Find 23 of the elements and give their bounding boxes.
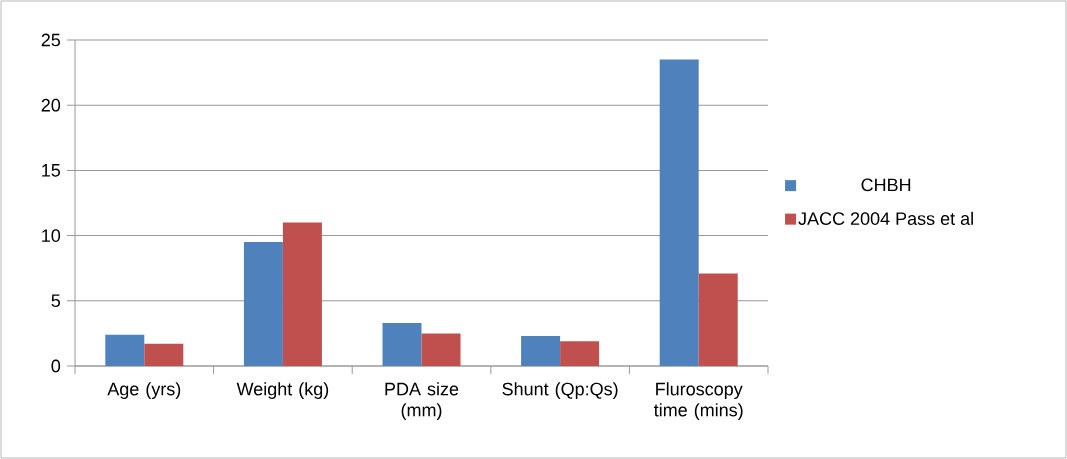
- bar: [105, 334, 145, 366]
- y-tick-label: 15: [42, 164, 61, 177]
- bar: [659, 59, 699, 366]
- bar: [144, 343, 184, 366]
- legend-label: JACC 2004 Pass et al: [798, 211, 973, 225]
- y-tick-label: 10: [42, 229, 61, 242]
- y-tick-label: 25: [41, 33, 61, 47]
- bar: [560, 341, 600, 366]
- y-tick-label: 5: [51, 294, 61, 308]
- bar: [282, 222, 322, 366]
- bar: [243, 242, 283, 366]
- x-tick-label: PDA size (mm): [385, 382, 459, 420]
- x-tick-label: Age (yrs): [107, 382, 181, 399]
- bar: [698, 273, 738, 366]
- x-tick-label: Shunt (Qp:Qs): [502, 382, 618, 399]
- bar: [521, 336, 561, 366]
- bar: [382, 322, 422, 366]
- bar: [421, 333, 461, 366]
- y-tick-label: 0: [51, 359, 61, 373]
- text: CHBH: [861, 178, 911, 192]
- x-tick-label: Fluroscopy time (mins): [653, 382, 743, 420]
- x-tick-label: Weight (kg): [236, 382, 329, 399]
- y-tick-label: 20: [41, 98, 61, 112]
